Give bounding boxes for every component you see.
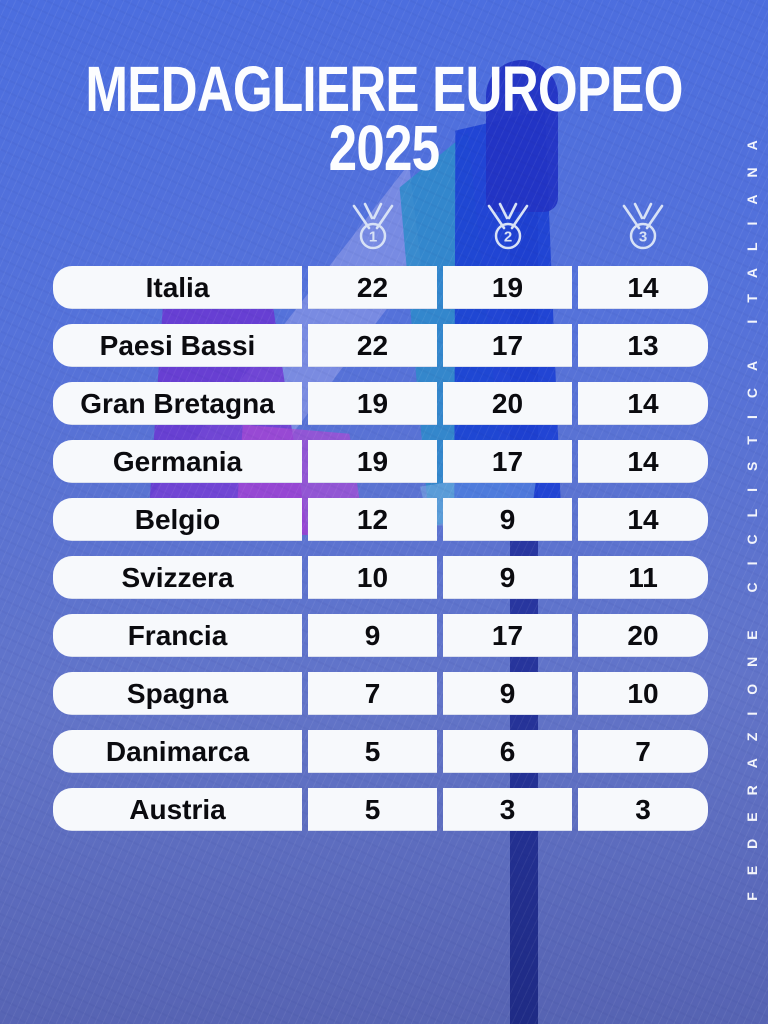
gold-count-cell: 22 <box>308 266 437 309</box>
table-row: Belgio 12 9 14 <box>53 498 708 541</box>
table-row: Italia 22 19 14 <box>53 266 708 309</box>
bronze-count-cell: 14 <box>578 382 708 425</box>
country-cell: Svizzera <box>53 556 302 599</box>
silver-medal-icon-cell: 2 <box>485 201 531 256</box>
country-cell: Paesi Bassi <box>53 324 302 367</box>
silver-count-cell: 9 <box>443 556 572 599</box>
bronze-count-cell: 14 <box>578 266 708 309</box>
table-row: Danimarca 5 6 7 <box>53 730 708 773</box>
silver-count-cell: 20 <box>443 382 572 425</box>
gold-medal-icon: 1 <box>352 202 393 249</box>
table-row: Spagna 7 9 10 <box>53 672 708 715</box>
bronze-count-cell: 20 <box>578 614 708 657</box>
silver-count-cell: 9 <box>443 498 572 541</box>
country-cell: Danimarca <box>53 730 302 773</box>
table-row: Francia 9 17 20 <box>53 614 708 657</box>
table-row: Svizzera 10 9 11 <box>53 556 708 599</box>
table-row: Germania 19 17 14 <box>53 440 708 483</box>
country-cell: Italia <box>53 266 302 309</box>
gold-count-cell: 5 <box>308 730 437 773</box>
bronze-count-cell: 14 <box>578 498 708 541</box>
silver-count-cell: 17 <box>443 324 572 367</box>
gold-count-cell: 12 <box>308 498 437 541</box>
svg-text:1: 1 <box>368 228 376 245</box>
svg-text:2: 2 <box>503 228 511 245</box>
gold-count-cell: 19 <box>308 382 437 425</box>
gold-count-cell: 9 <box>308 614 437 657</box>
gold-count-cell: 19 <box>308 440 437 483</box>
medal-header-row: 1 2 3 <box>53 200 708 256</box>
medal-table: Italia 22 19 14 Paesi Bassi 22 17 13 Gra… <box>53 266 708 831</box>
country-cell: Belgio <box>53 498 302 541</box>
gold-count-cell: 7 <box>308 672 437 715</box>
flag-top-shape <box>486 60 558 212</box>
gold-count-cell: 22 <box>308 324 437 367</box>
silver-count-cell: 17 <box>443 614 572 657</box>
federation-watermark: FEDERAZIONE CICLISTICA ITALIANA <box>744 123 760 901</box>
bronze-count-cell: 13 <box>578 324 708 367</box>
silver-count-cell: 6 <box>443 730 572 773</box>
silver-count-cell: 3 <box>443 788 572 831</box>
silver-count-cell: 9 <box>443 672 572 715</box>
country-cell: Gran Bretagna <box>53 382 302 425</box>
table-row: Austria 5 3 3 <box>53 788 708 831</box>
table-row: Gran Bretagna 19 20 14 <box>53 382 708 425</box>
silver-count-cell: 17 <box>443 440 572 483</box>
bronze-medal-icon-cell: 3 <box>620 201 666 256</box>
title-line2: 2025 <box>328 111 441 184</box>
gold-count-cell: 10 <box>308 556 437 599</box>
svg-text:3: 3 <box>639 228 647 245</box>
country-cell: Austria <box>53 788 302 831</box>
country-cell: Francia <box>53 614 302 657</box>
bronze-count-cell: 11 <box>578 556 708 599</box>
bronze-count-cell: 3 <box>578 788 708 831</box>
gold-count-cell: 5 <box>308 788 437 831</box>
page-title: MEDAGLIERE EUROPEO 2025 <box>77 53 691 184</box>
table-row: Paesi Bassi 22 17 13 <box>53 324 708 367</box>
silver-count-cell: 19 <box>443 266 572 309</box>
gold-medal-icon-cell: 1 <box>350 201 396 256</box>
title-line1: MEDAGLIERE EUROPEO <box>85 53 683 125</box>
country-cell: Germania <box>53 440 302 483</box>
bronze-medal-icon: 3 <box>622 202 664 249</box>
silver-medal-icon: 2 <box>487 202 528 249</box>
bronze-count-cell: 14 <box>578 440 708 483</box>
country-cell: Spagna <box>53 672 302 715</box>
bronze-count-cell: 10 <box>578 672 708 715</box>
bronze-count-cell: 7 <box>578 730 708 773</box>
